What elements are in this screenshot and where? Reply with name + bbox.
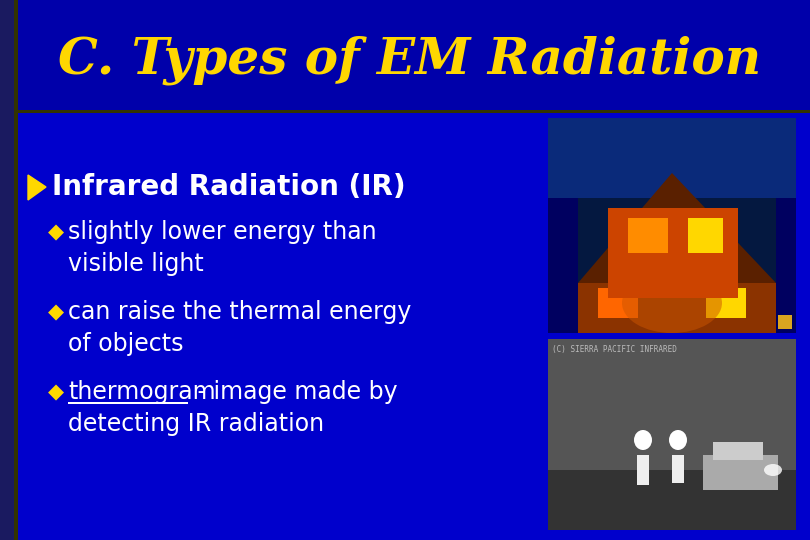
Text: (C) SIERRA PACIFIC INFRARED: (C) SIERRA PACIFIC INFRARED [552, 345, 677, 354]
Ellipse shape [634, 430, 652, 450]
Text: ◆: ◆ [48, 382, 64, 402]
Text: Infrared Radiation (IR): Infrared Radiation (IR) [52, 173, 406, 201]
Text: visible light: visible light [68, 252, 204, 276]
Bar [18, 0, 810, 112]
Bar [703, 455, 778, 490]
Bar [18, 113, 810, 540]
Bar [688, 218, 723, 253]
Ellipse shape [622, 273, 722, 333]
Bar [548, 333, 796, 339]
Bar [598, 288, 638, 318]
Text: ◆: ◆ [48, 302, 64, 322]
Bar [548, 470, 796, 530]
Bar [672, 455, 684, 483]
Bar [776, 198, 796, 333]
Text: detecting IR radiation: detecting IR radiation [68, 412, 324, 436]
Bar [548, 118, 796, 333]
Bar [706, 288, 746, 318]
Bar [637, 455, 649, 485]
Bar [713, 442, 763, 460]
Bar [68, 402, 188, 404]
Text: C. Types of EM Radiation: C. Types of EM Radiation [58, 35, 761, 85]
Text: - image made by: - image made by [190, 380, 398, 404]
Ellipse shape [764, 464, 782, 476]
Bar [18, 110, 810, 113]
Bar [608, 208, 738, 298]
Bar [628, 218, 668, 253]
Text: ◆: ◆ [48, 222, 64, 242]
Bar [548, 339, 796, 530]
Polygon shape [28, 175, 46, 200]
Polygon shape [578, 173, 776, 283]
Bar [548, 118, 796, 198]
Ellipse shape [669, 430, 687, 450]
Text: thermogram: thermogram [68, 380, 215, 404]
Bar [0, 0, 18, 540]
Text: can raise the thermal energy: can raise the thermal energy [68, 300, 411, 324]
Bar [14, 0, 18, 540]
Text: of objects: of objects [68, 332, 184, 356]
Bar [578, 283, 776, 333]
Bar [778, 315, 792, 329]
Bar [548, 339, 796, 530]
Bar [548, 198, 578, 333]
Text: slightly lower energy than: slightly lower energy than [68, 220, 377, 244]
